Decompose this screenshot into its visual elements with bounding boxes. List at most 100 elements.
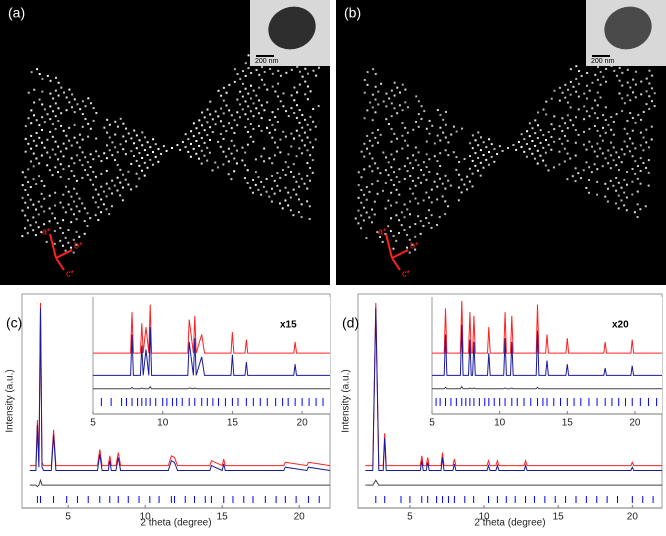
- spot: [639, 157, 642, 160]
- spot: [70, 170, 73, 173]
- spot: [601, 139, 604, 142]
- spot: [303, 118, 306, 121]
- spot: [89, 153, 92, 156]
- spot: [583, 118, 586, 121]
- spot: [249, 110, 252, 113]
- spot: [32, 203, 35, 206]
- spot: [493, 148, 496, 151]
- spot: [634, 172, 637, 175]
- spot: [32, 229, 35, 232]
- spot: [84, 117, 87, 120]
- spot: [203, 129, 206, 132]
- spot: [422, 161, 425, 164]
- spot: [230, 178, 233, 181]
- spot: [279, 151, 282, 154]
- spot: [607, 123, 610, 126]
- spot: [537, 111, 540, 114]
- spot: [645, 128, 648, 131]
- spot: [550, 148, 553, 151]
- spot: [439, 126, 442, 129]
- spot: [114, 146, 117, 149]
- spot: [206, 121, 209, 124]
- spot: [219, 133, 222, 136]
- spot: [639, 182, 642, 185]
- x-tick-label: 15: [562, 418, 574, 429]
- spot: [371, 119, 374, 122]
- spot: [225, 104, 228, 107]
- spot: [387, 225, 390, 228]
- spot: [411, 192, 414, 195]
- spot: [244, 62, 247, 65]
- spot: [577, 133, 580, 136]
- spot: [311, 171, 314, 174]
- spot: [474, 139, 477, 142]
- spot: [471, 134, 474, 137]
- spot: [309, 90, 312, 93]
- spot: [306, 149, 309, 152]
- spot: [119, 194, 122, 197]
- spot: [282, 130, 285, 133]
- spot: [474, 164, 477, 167]
- spot: [100, 160, 103, 163]
- spot: [366, 134, 369, 137]
- axis-arrow: [385, 233, 393, 259]
- spot: [250, 84, 253, 87]
- spot: [35, 208, 38, 211]
- spot: [48, 169, 51, 172]
- spot: [647, 171, 650, 174]
- spot: [303, 182, 306, 185]
- spot: [615, 164, 618, 167]
- spot: [363, 91, 366, 94]
- spot: [284, 199, 287, 202]
- spot: [252, 179, 255, 182]
- spot: [553, 140, 556, 143]
- spot: [631, 193, 634, 196]
- spot: [233, 119, 236, 122]
- spot: [389, 230, 392, 233]
- spot: [203, 154, 206, 157]
- spot: [596, 142, 599, 145]
- spot: [306, 187, 309, 190]
- spot: [260, 129, 263, 132]
- spot: [536, 124, 539, 127]
- spot: [427, 222, 430, 225]
- spot: [447, 141, 450, 144]
- spot: [520, 145, 523, 148]
- spot: [403, 216, 406, 219]
- spot: [24, 188, 27, 191]
- spot: [423, 110, 426, 113]
- spot: [419, 232, 422, 235]
- spot: [593, 124, 596, 127]
- spot: [389, 217, 392, 220]
- spot: [525, 155, 528, 158]
- diffraction-spots: [21, 29, 323, 254]
- spot: [141, 156, 144, 159]
- spot: [41, 90, 44, 93]
- spot: [228, 122, 231, 125]
- spot: [209, 126, 212, 129]
- spot: [596, 180, 599, 183]
- spot: [225, 91, 228, 94]
- spot: [59, 239, 62, 242]
- spot: [94, 175, 97, 178]
- spot: [387, 199, 390, 202]
- spot: [59, 163, 62, 166]
- spot: [84, 169, 87, 172]
- spot: [43, 223, 46, 226]
- spot: [244, 151, 247, 154]
- spot: [122, 148, 125, 151]
- spot: [615, 74, 618, 77]
- spot: [276, 146, 279, 149]
- spot: [354, 217, 357, 220]
- spot: [400, 211, 403, 214]
- spot: [401, 83, 404, 86]
- spot: [422, 199, 425, 202]
- spot: [380, 82, 383, 85]
- spot: [271, 111, 274, 114]
- spot: [143, 136, 146, 139]
- x-tick-label: 5: [65, 512, 71, 523]
- spot: [71, 93, 74, 96]
- spot: [390, 204, 393, 207]
- spot: [636, 216, 639, 219]
- spot: [46, 164, 49, 167]
